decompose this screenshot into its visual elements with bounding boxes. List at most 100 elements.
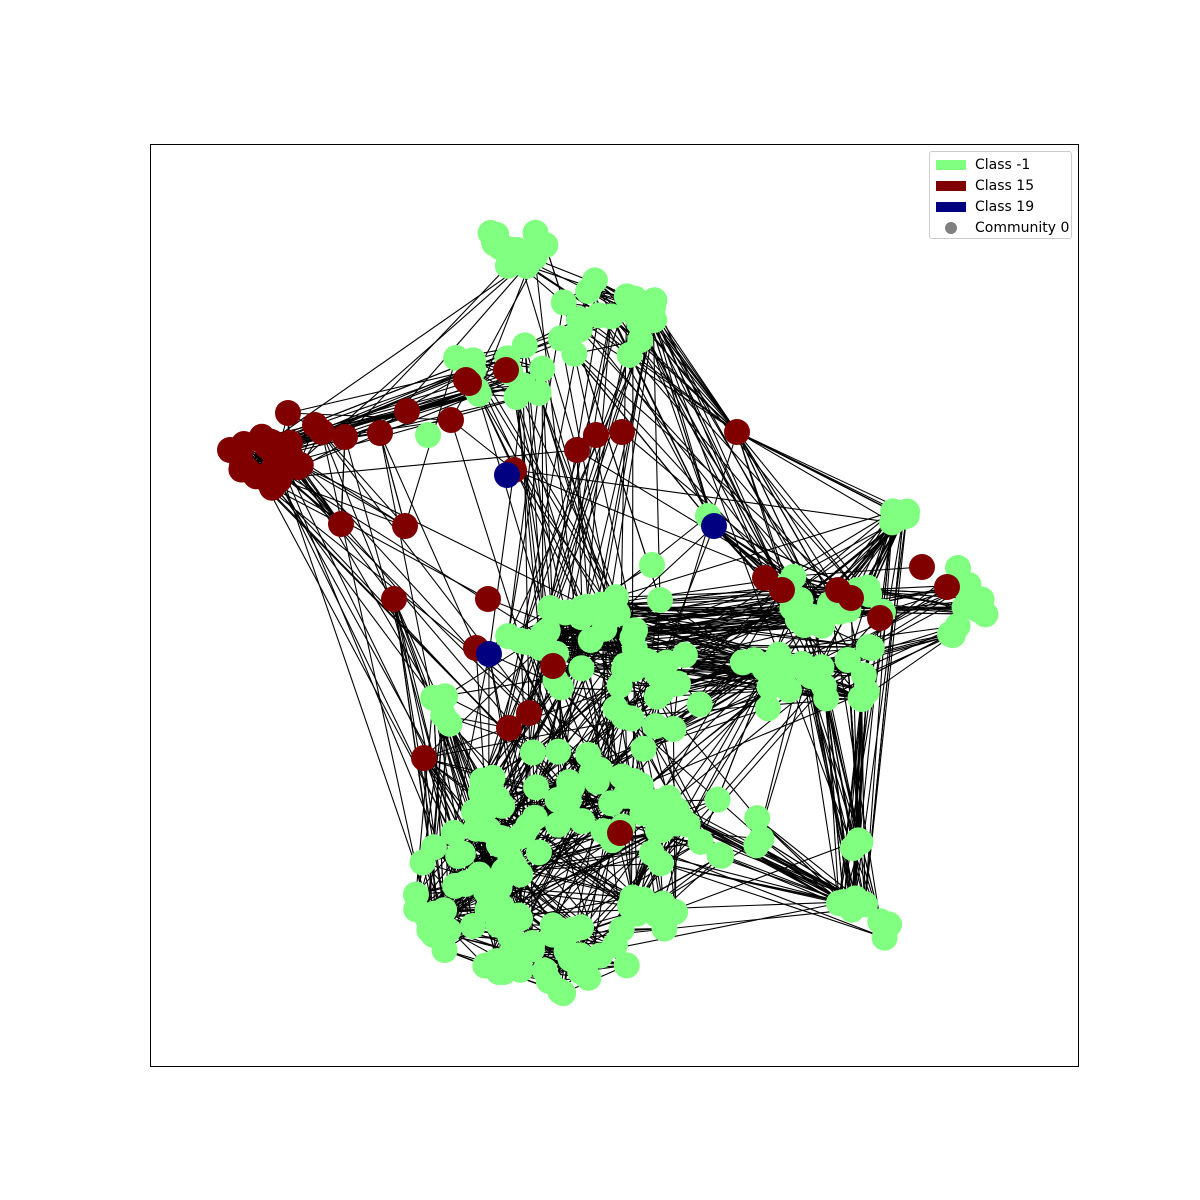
graph-edge (651, 852, 854, 906)
graph-edge (843, 698, 863, 903)
graph-edge (615, 708, 762, 840)
graph-node-class-minus-1 (403, 896, 430, 923)
graph-node-class-minus-1 (547, 978, 574, 1005)
graph-node-class-19 (476, 641, 502, 667)
graph-node-class-minus-1 (529, 355, 556, 382)
graph-node-class-minus-1 (616, 341, 643, 368)
graph-node-class-minus-1 (643, 683, 670, 710)
graph-node-class-minus-1 (420, 921, 447, 948)
graph-edge (472, 360, 617, 598)
graph-node-class-minus-1 (770, 652, 797, 679)
graph-edge (717, 607, 793, 800)
graph-node-class-minus-1 (523, 232, 550, 259)
graph-node-class-15 (583, 422, 609, 448)
graph-edge (662, 824, 689, 904)
graph-edge (736, 431, 894, 512)
graph-node-class-minus-1 (485, 894, 512, 921)
graph-node-class-minus-1 (611, 652, 638, 679)
graph-node-class-minus-1 (515, 812, 542, 839)
graph-node-class-minus-1 (613, 283, 640, 310)
graph-edge (660, 862, 885, 939)
graph-edge (806, 671, 854, 905)
legend-label: Class 15 (975, 178, 1035, 195)
graph-node-class-minus-1 (662, 898, 689, 925)
plot-area (150, 144, 1079, 1067)
graph-edge (606, 319, 655, 620)
graph-node-class-minus-1 (793, 658, 820, 685)
legend-item-class-19: Class 19 (936, 197, 1065, 218)
graph-edge (649, 320, 715, 527)
graph-node-class-minus-1 (489, 792, 516, 819)
graph-edge (676, 809, 856, 899)
graph-node-class-minus-1 (634, 648, 661, 675)
graph-edge (660, 862, 840, 904)
graph-node-class-15 (934, 574, 960, 600)
graph-edge (273, 443, 604, 832)
graph-edge (638, 322, 738, 433)
graph-edge (393, 598, 435, 848)
graph-node-class-minus-1 (545, 738, 572, 765)
graph-node-class-minus-1 (630, 735, 657, 762)
graph-edge (266, 449, 578, 481)
graph-edge (643, 707, 769, 750)
graph-node-class-minus-1 (565, 305, 592, 332)
graph-node-class-15 (564, 437, 590, 463)
graph-node-class-15 (438, 407, 464, 433)
graph-edge (507, 319, 655, 637)
graph-node-class-minus-1 (503, 383, 530, 410)
graph-edge (415, 715, 444, 910)
graph-edge (847, 659, 859, 841)
graph-edge (423, 757, 445, 911)
legend-item-community-0: Community 0 (936, 217, 1069, 238)
graph-node-class-minus-1 (547, 325, 574, 352)
graph-edge (823, 686, 845, 903)
graph-node-class-15 (516, 700, 542, 726)
graph-edge (713, 525, 794, 578)
graph-node-class-19 (701, 513, 727, 539)
graph-edge (519, 874, 616, 946)
graph-edge (634, 313, 858, 591)
graph-edge (825, 698, 854, 905)
graph-node-class-minus-1 (556, 769, 583, 796)
graph-node-class-minus-1 (871, 924, 898, 951)
legend-marker-community-0 (936, 221, 966, 235)
graph-edge (598, 315, 849, 611)
graph-edge (465, 751, 559, 884)
graph-edge (481, 607, 583, 781)
graph-edge (287, 369, 474, 414)
graph-node-class-minus-1 (644, 817, 671, 844)
graph-node-class-minus-1 (618, 892, 645, 919)
graph-edge (243, 443, 464, 854)
graph-edge (541, 368, 544, 635)
graph-edge (823, 625, 958, 687)
graph-node-class-minus-1 (545, 811, 572, 838)
graph-edge (825, 633, 951, 699)
graph-node-class-19 (494, 462, 520, 488)
graph-node-class-minus-1 (598, 790, 625, 817)
graph-edge (538, 392, 613, 613)
graph-edge (634, 616, 813, 649)
graph-edge (526, 641, 604, 832)
graph-node-class-minus-1 (652, 793, 679, 820)
graph-node-class-15 (838, 585, 864, 611)
graph-edge (611, 611, 869, 648)
graph-node-class-minus-1 (534, 617, 561, 644)
graph-node-class-minus-1 (754, 695, 781, 722)
graph-node-class-minus-1 (706, 841, 733, 868)
graph-edge (560, 337, 715, 527)
graph-node-class-minus-1 (641, 287, 668, 314)
graph-node-class-15 (411, 745, 437, 771)
graph-node-class-minus-1 (507, 956, 534, 983)
graph-node-class-15 (287, 452, 314, 479)
graph-node-class-15 (261, 453, 288, 480)
graph-node-class-15 (275, 400, 301, 426)
graph-node-class-15 (328, 511, 354, 537)
graph-node-class-minus-1 (525, 379, 552, 406)
graph-node-class-minus-1 (619, 624, 646, 651)
nodes-layer (217, 219, 999, 1007)
graph-node-class-minus-1 (620, 767, 647, 794)
graph-edge (475, 388, 583, 609)
graph-node-class-minus-1 (557, 946, 584, 973)
graph-node-class-15 (392, 513, 418, 539)
